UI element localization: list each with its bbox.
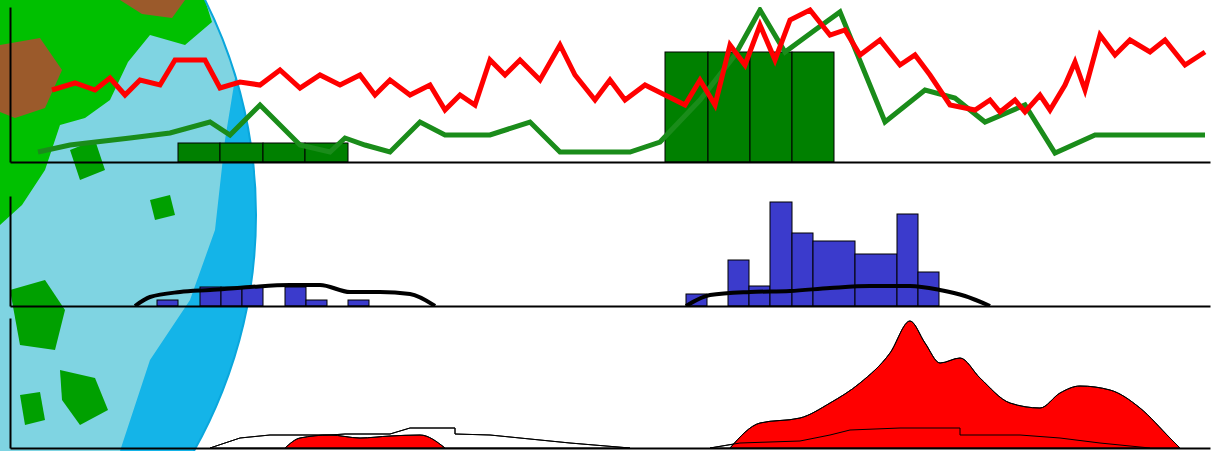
line [135, 285, 990, 306]
globe-land [60, 370, 108, 425]
x-axis [11, 306, 1211, 307]
histogram-bar [348, 300, 369, 306]
axis-line [10, 319, 12, 449]
globe-land [20, 392, 45, 425]
axis-line [11, 162, 1211, 164]
histogram [178, 52, 834, 162]
globe-mountain [120, 0, 185, 18]
area [285, 321, 1180, 448]
histogram-bar [813, 241, 855, 306]
panel [11, 319, 1211, 449]
globe-land [0, 0, 212, 225]
x-axis [11, 448, 1211, 449]
axis-line [10, 8, 12, 163]
globe [0, 0, 256, 451]
globe-ocean [0, 0, 256, 451]
histogram-bar [749, 286, 770, 306]
plot-area [210, 321, 1180, 448]
histogram-bar [897, 214, 918, 306]
axis-line [10, 197, 12, 307]
histogram-bar [178, 143, 220, 162]
y-axis [10, 197, 11, 307]
area-outline [285, 321, 1180, 448]
histogram-bar [306, 300, 327, 306]
panel [11, 8, 1211, 163]
histogram-bar [792, 233, 813, 306]
globe-land [10, 280, 65, 350]
histogram-bar [728, 260, 749, 306]
y-axis [10, 8, 11, 163]
axis-line [11, 448, 1211, 450]
globe-shallow [0, 0, 238, 451]
histogram-bar [792, 52, 834, 162]
histogram-bar [157, 300, 178, 306]
plot-area [38, 10, 1205, 162]
chart-canvas [0, 0, 1217, 451]
axis-line [11, 306, 1211, 308]
line [52, 10, 1205, 112]
histogram-bar [855, 254, 897, 306]
x-axis [11, 162, 1211, 163]
area-outline [210, 428, 1150, 448]
histogram-bar [285, 287, 306, 306]
histogram-bar [242, 287, 263, 306]
plot-area [135, 202, 990, 306]
panel [11, 197, 1211, 307]
globe-rim [0, 0, 256, 451]
line [38, 10, 1205, 153]
globe-mountain [0, 38, 62, 118]
histogram-bar [750, 52, 792, 162]
histogram-bar [220, 143, 263, 162]
y-axis [10, 319, 11, 449]
globe-land [150, 195, 175, 220]
